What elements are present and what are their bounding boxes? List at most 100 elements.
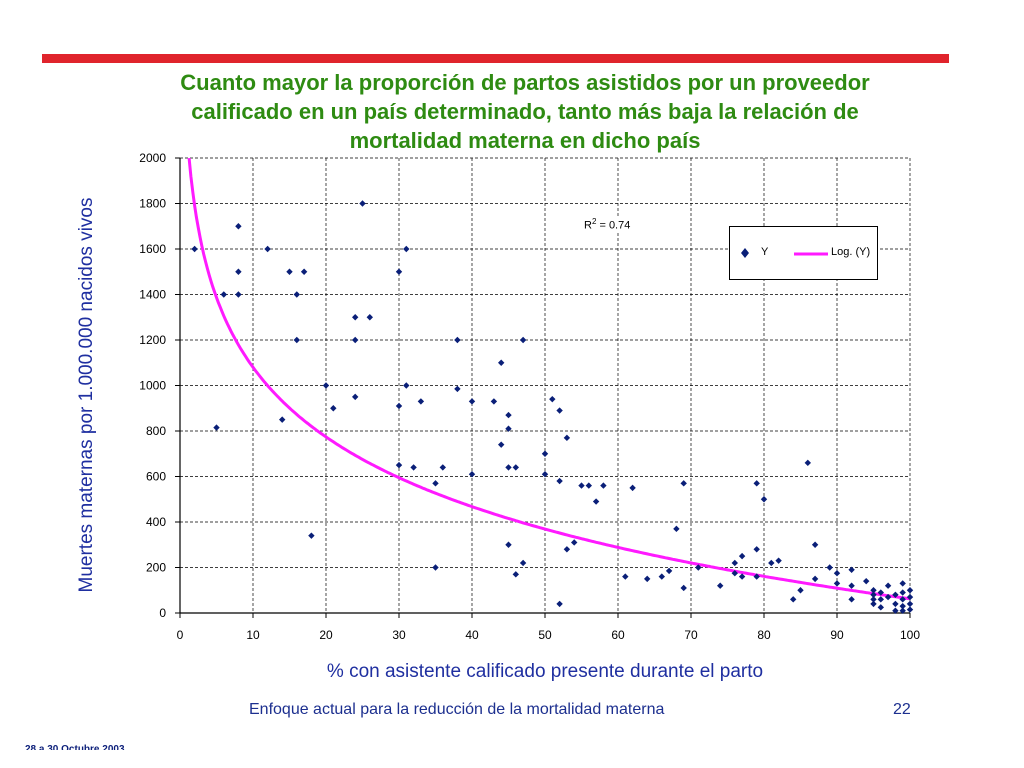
x-axis-label: % con asistente calificado presente dura… (326, 661, 764, 682)
x-tick-label: 50 (538, 628, 552, 642)
data-point (439, 464, 446, 471)
data-point (592, 498, 600, 505)
x-tick-label: 80 (757, 628, 771, 642)
chart-legend: Y Log. (Y) (729, 226, 878, 280)
slide-title: Cuanto mayor la proporción de partos asi… (100, 68, 950, 155)
data-point (899, 596, 906, 603)
data-point (235, 223, 242, 230)
data-point (395, 402, 403, 410)
data-point (556, 477, 563, 485)
data-point (848, 566, 855, 573)
x-tick-label: 20 (319, 628, 333, 642)
y-tick-label: 1200 (139, 333, 166, 347)
data-point (191, 245, 198, 253)
data-point (870, 587, 877, 594)
data-point (541, 471, 549, 478)
data-point (731, 569, 738, 577)
data-point (556, 407, 563, 414)
data-point (220, 291, 227, 298)
data-point (863, 577, 870, 585)
x-tick-label: 0 (177, 628, 184, 642)
x-tick-label: 100 (900, 628, 920, 642)
data-point (899, 602, 906, 610)
data-point (432, 480, 439, 487)
data-points (191, 200, 914, 614)
data-point (417, 398, 425, 405)
data-point (877, 604, 884, 611)
data-point (753, 573, 760, 580)
data-point (899, 589, 906, 596)
data-point (906, 606, 914, 613)
data-point (352, 393, 359, 401)
data-point (519, 559, 527, 567)
data-point (629, 484, 636, 492)
legend-label-trend: Log. (Y) (831, 246, 871, 258)
x-tick-label: 30 (392, 628, 406, 642)
data-point (877, 589, 884, 596)
r-squared-annotation: R2 = 0.74 (582, 217, 633, 232)
y-axis-label-text: Muertes maternas por 1.000.000 nacidos v… (76, 197, 97, 593)
data-point (790, 596, 797, 603)
axes (175, 157, 911, 618)
data-point (680, 584, 687, 592)
data-point (454, 336, 461, 344)
data-point (738, 573, 746, 580)
data-point (432, 564, 439, 571)
x-tick-label: 70 (684, 628, 698, 642)
data-point (680, 480, 687, 487)
data-point (892, 607, 899, 614)
data-point (906, 600, 914, 608)
data-point (804, 459, 811, 467)
data-point (366, 314, 373, 321)
data-point (330, 405, 337, 412)
data-point (235, 291, 242, 298)
y-tick-label: 600 (146, 470, 166, 484)
data-point (410, 464, 417, 471)
data-point (235, 268, 242, 275)
data-point (600, 482, 607, 489)
y-tick-label: 400 (146, 515, 166, 529)
data-point (505, 464, 512, 471)
data-point (286, 268, 293, 275)
data-point (512, 571, 519, 578)
trend-line (187, 157, 911, 601)
y-tick-label: 800 (146, 424, 166, 438)
data-point (490, 398, 498, 405)
data-point (848, 582, 855, 589)
data-point (877, 596, 884, 603)
page-number: 22 (893, 701, 911, 718)
data-point (352, 314, 359, 321)
data-point (833, 569, 841, 577)
data-point (512, 464, 519, 471)
data-point (541, 450, 549, 457)
data-point (556, 600, 563, 608)
data-point (870, 600, 877, 608)
date-fragment: 28 a 30 Octubre 2003 (25, 744, 125, 750)
top-accent-bar (42, 54, 949, 63)
y-tick-label: 2000 (139, 151, 166, 165)
legend-marker-icon (741, 248, 749, 258)
data-point (352, 336, 359, 344)
data-point (279, 416, 286, 423)
y-tick-label: 0 (159, 606, 166, 620)
data-point (899, 607, 906, 614)
data-point (884, 582, 892, 589)
data-point (797, 587, 804, 594)
data-point (833, 580, 841, 587)
data-point (322, 382, 330, 389)
x-tick-label: 40 (465, 628, 479, 642)
data-point (768, 559, 775, 567)
data-point (359, 200, 366, 207)
data-point (293, 291, 300, 298)
data-point (731, 559, 738, 567)
data-point (395, 461, 403, 469)
data-point (738, 552, 746, 560)
data-point (644, 575, 651, 583)
data-point (213, 424, 220, 431)
y-tick-label: 1600 (139, 242, 166, 256)
y-tick-label: 1400 (139, 288, 166, 302)
data-point (300, 268, 308, 275)
data-point (848, 596, 855, 603)
data-point (760, 496, 768, 503)
data-point (870, 596, 877, 603)
